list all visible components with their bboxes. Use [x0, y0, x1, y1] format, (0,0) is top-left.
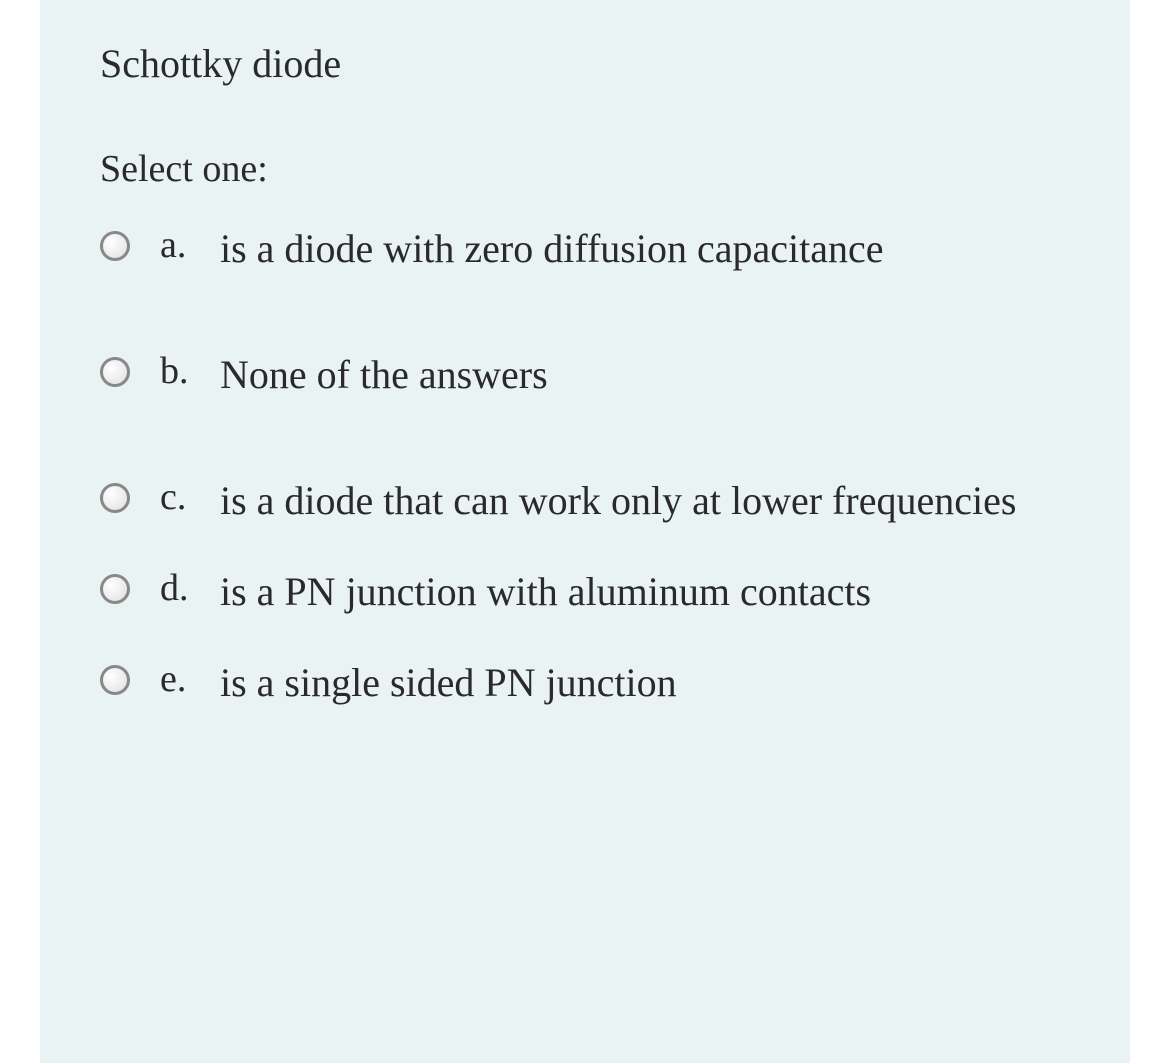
option-d: d. is a PN junction with aluminum contac… — [100, 564, 1070, 620]
option-text-b: None of the answers — [220, 347, 1070, 403]
option-e: e. is a single sided PN junction — [100, 655, 1070, 711]
radio-d[interactable] — [100, 574, 130, 604]
select-prompt: Select one: — [100, 147, 1070, 191]
option-letter-c: c. — [160, 475, 220, 519]
option-letter-e: e. — [160, 657, 220, 701]
option-text-c: is a diode that can work only at lower f… — [220, 473, 1070, 529]
option-letter-a: a. — [160, 223, 220, 267]
option-text-a: is a diode with zero diffusion capacitan… — [220, 221, 1070, 277]
option-letter-d: d. — [160, 566, 220, 610]
option-c: c. is a diode that can work only at lowe… — [100, 473, 1070, 529]
radio-a[interactable] — [100, 231, 130, 261]
radio-c[interactable] — [100, 483, 130, 513]
radio-e[interactable] — [100, 665, 130, 695]
option-text-d: is a PN junction with aluminum contacts — [220, 564, 1070, 620]
option-a: a. is a diode with zero diffusion capaci… — [100, 221, 1070, 277]
option-text-e: is a single sided PN junction — [220, 655, 1070, 711]
option-b: b. None of the answers — [100, 347, 1070, 403]
option-letter-b: b. — [160, 349, 220, 393]
question-title: Schottky diode — [100, 40, 1070, 87]
question-container: Schottky diode Select one: a. is a diode… — [40, 0, 1130, 1063]
radio-b[interactable] — [100, 357, 130, 387]
